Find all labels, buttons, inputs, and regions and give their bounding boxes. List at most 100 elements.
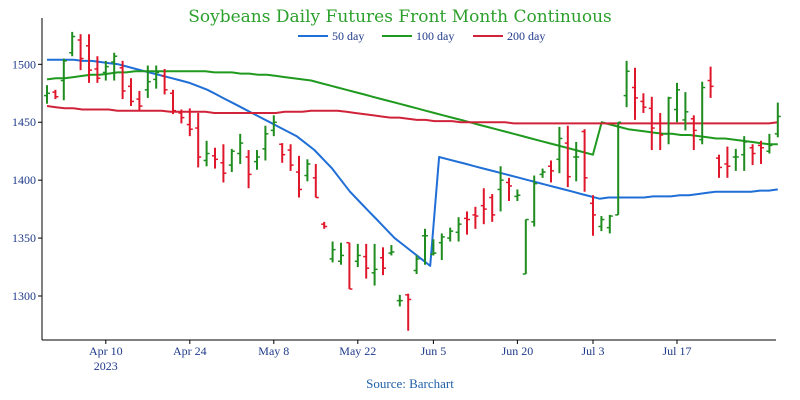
ohlc-bar xyxy=(312,163,319,199)
ohlc-bar xyxy=(741,136,748,171)
ohlc-bar xyxy=(522,218,529,275)
ohlc-bar xyxy=(506,177,512,202)
ohlc-bar xyxy=(119,60,126,100)
ohlc-bar xyxy=(44,85,50,104)
ohlc-bar xyxy=(749,144,756,166)
chart-title: Soybeans Daily Futures Front Month Conti… xyxy=(188,7,612,27)
x-tick-label: Jul 17 xyxy=(662,344,691,358)
ohlc-bar xyxy=(287,144,294,171)
x-tick-label: Apr 10 xyxy=(89,344,123,358)
ohlc-bar xyxy=(531,175,538,227)
ohlc-bar xyxy=(690,115,697,151)
ohlc-bar xyxy=(489,194,496,222)
ohlc-bar xyxy=(329,241,336,263)
x-tick-label: Jun 20 xyxy=(502,344,534,358)
ohlc-bar xyxy=(632,67,638,120)
ohlc-bar xyxy=(497,166,504,212)
ohlc-bar xyxy=(170,89,176,115)
ohlc-bar xyxy=(52,89,59,100)
ohlc-bar xyxy=(774,102,781,138)
legend: 50 day 100 day 200 day xyxy=(298,29,545,43)
ohlc-bar xyxy=(186,108,193,137)
ohlc-bar xyxy=(455,217,462,242)
ohlc-bar xyxy=(405,293,412,331)
ohlc-bar xyxy=(60,58,67,101)
ohlc-bar xyxy=(195,112,202,168)
ohlc-bar xyxy=(245,150,252,189)
moving-average-lines xyxy=(46,58,778,267)
ohlc-bar xyxy=(321,221,328,229)
ohlc-bar xyxy=(228,148,235,173)
ohlc-bar xyxy=(464,211,470,235)
x-tick-label: May 8 xyxy=(258,344,289,358)
ohlc-bar xyxy=(203,140,210,167)
x-tick-year-label: 2023 xyxy=(94,359,118,373)
ohlc-bar xyxy=(716,154,722,178)
ohlc-bar xyxy=(111,52,118,81)
ohlc-bar xyxy=(438,233,445,261)
ohlc-bar xyxy=(648,96,655,151)
ohlc-bar xyxy=(623,60,630,108)
ohlc-bar xyxy=(640,93,647,113)
ohlc-bar xyxy=(304,159,311,182)
ohlc-bar xyxy=(682,92,689,131)
ohlc-bar xyxy=(615,121,622,216)
ohlc-bar xyxy=(396,294,403,307)
y-tick-label: 1350 xyxy=(12,231,36,245)
x-tick-label: Jun 5 xyxy=(421,344,447,358)
ohlc-bar xyxy=(237,133,244,164)
ohlc-bar xyxy=(548,160,554,183)
ohlc-bar xyxy=(758,140,764,164)
y-tick-label: 1400 xyxy=(12,173,36,187)
ohlc-bar xyxy=(480,188,487,225)
y-tick-label: 1450 xyxy=(12,115,36,129)
x-tick-label: Apr 24 xyxy=(173,344,207,358)
x-tick-label: May 22 xyxy=(339,344,376,358)
ohlc-bar xyxy=(674,82,680,123)
ohlc-bar xyxy=(573,141,580,182)
ohlc-bar xyxy=(430,239,437,256)
y-axis-ticks: 1300 1350 1400 1450 1500 xyxy=(12,57,42,303)
ohlc-bar xyxy=(279,143,286,163)
ohlc-bar xyxy=(296,155,302,198)
legend-label-50-day: 50 day xyxy=(332,29,364,43)
ohlc-bar xyxy=(606,214,613,234)
ohlc-bar xyxy=(472,206,479,229)
ohlc-bar xyxy=(413,255,420,274)
y-tick-label: 1300 xyxy=(12,289,36,303)
ohlc-bar xyxy=(665,96,672,145)
ohlc-bar xyxy=(556,126,563,174)
ohlc-bar xyxy=(732,148,739,171)
ohlc-bar xyxy=(346,241,353,290)
ohlc-bar xyxy=(262,125,269,161)
ohlc-bar xyxy=(338,242,344,265)
source-label: Source: Barchart xyxy=(366,376,454,391)
ohlc-bar xyxy=(447,227,454,242)
ohlc-bar xyxy=(657,112,664,151)
ohlc-bar xyxy=(161,68,168,95)
ohlc-bar xyxy=(598,216,605,232)
ohlc-bar xyxy=(128,78,134,107)
ohlc-bar xyxy=(514,189,521,202)
ohlc-bar xyxy=(136,90,143,111)
legend-label-100-day: 100 day xyxy=(416,29,454,43)
ohlc-bar xyxy=(153,65,160,89)
ohlc-bar xyxy=(363,243,370,279)
series-line-200-day xyxy=(46,105,778,125)
ohlc-bar xyxy=(380,247,386,276)
ohlc-bar xyxy=(144,65,151,98)
ohlc-bar xyxy=(539,168,546,178)
legend-label-200-day: 200 day xyxy=(507,29,545,43)
ohlc-bar xyxy=(102,60,109,81)
ohlc-bar xyxy=(77,34,84,71)
ohlc-bar xyxy=(581,129,588,192)
ohlc-bar xyxy=(699,81,706,145)
ohlc-bar xyxy=(354,243,361,268)
ohlc-bar xyxy=(388,245,395,256)
ohlc-bars xyxy=(44,31,781,331)
series-line-50-day xyxy=(47,58,778,267)
ohlc-bar xyxy=(766,133,773,154)
ohlc-bar xyxy=(69,31,76,57)
